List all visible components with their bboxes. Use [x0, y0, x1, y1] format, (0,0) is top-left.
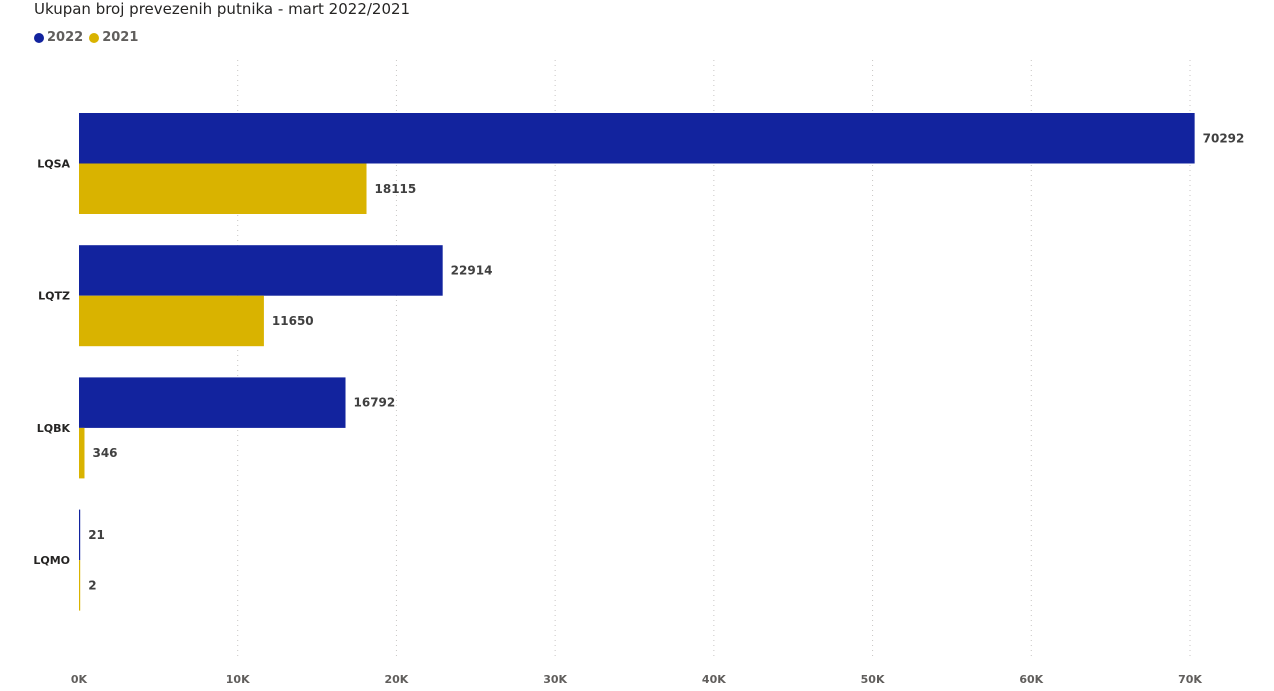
x-tick-label: 20K: [385, 673, 409, 686]
data-label: 22914: [451, 263, 493, 277]
data-label: 21: [88, 528, 105, 542]
data-label: 346: [92, 446, 117, 460]
x-tick-label: 0K: [71, 673, 88, 686]
legend-item-2021[interactable]: 2021: [89, 30, 138, 45]
legend-item-2022[interactable]: 2022: [34, 30, 83, 45]
chart-title: Ukupan broj prevezenih putnika - mart 20…: [34, 0, 411, 18]
x-tick-label: 50K: [861, 673, 885, 686]
bar-2022-lqbk[interactable]: [79, 377, 346, 428]
category-label: LQBK: [37, 422, 71, 435]
bar-2021-lqtz[interactable]: [79, 295, 264, 347]
bar-2022-lqtz[interactable]: [79, 245, 443, 296]
legend-dot-2022: [34, 32, 44, 43]
category-label: LQSA: [37, 158, 70, 171]
legend-label-2022: 2022: [47, 30, 84, 45]
x-tick-label: 30K: [543, 673, 567, 686]
bar-2022-lqsa[interactable]: [79, 113, 1195, 164]
data-label: 18115: [375, 182, 417, 196]
category-label: LQTZ: [38, 290, 70, 303]
category-label: LQMO: [33, 554, 70, 567]
data-label: 2: [88, 578, 96, 592]
data-label: 11650: [272, 314, 314, 328]
bar-2022-lqmo[interactable]: [79, 509, 81, 561]
data-label: 70292: [1203, 131, 1245, 145]
legend-label-2021: 2021: [102, 30, 139, 45]
bar-2021-lqsa[interactable]: [79, 163, 367, 215]
x-tick-label: 70K: [1178, 673, 1202, 686]
legend-dot-2021: [89, 32, 100, 43]
data-label: 16792: [354, 396, 396, 410]
x-tick-label: 60K: [1019, 673, 1043, 686]
x-tick-label: 40K: [702, 673, 726, 686]
x-tick-label: 10K: [226, 673, 250, 686]
legend: 2022 2021: [34, 30, 144, 45]
bar-2021-lqbk[interactable]: [79, 427, 85, 479]
bar-2021-lqmo[interactable]: [79, 560, 81, 611]
